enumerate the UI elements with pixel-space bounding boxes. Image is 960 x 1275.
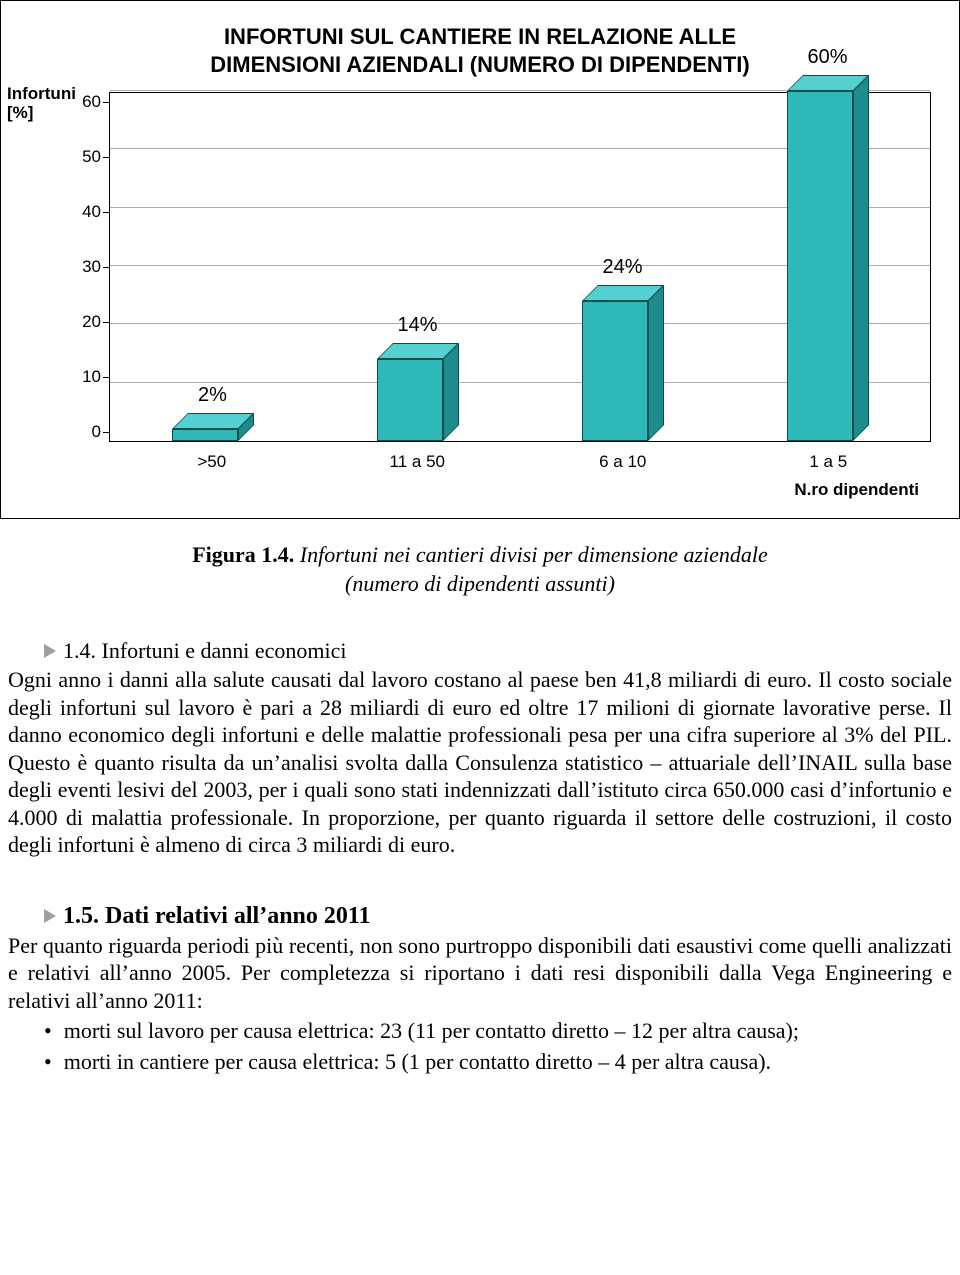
y-tick: 40: [29, 202, 101, 222]
x-tick: 1 a 5: [726, 452, 932, 472]
x-axis-spacer: [29, 452, 109, 472]
x-axis-labels: >5011 a 506 a 101 a 5: [109, 452, 931, 472]
section-1-4-paragraph: Ogni anno i danni alla salute causati da…: [8, 666, 952, 859]
x-tick: 11 a 50: [315, 452, 521, 472]
y-tick: 50: [29, 147, 101, 167]
y-tick-column: 60 50 40 30 20 10 0: [29, 92, 109, 442]
section-1-5-head: 1.5. Dati relativi all’anno 2011: [44, 903, 952, 930]
bar-slot: 2%: [110, 93, 315, 441]
plot-area: 2% 14% 24% 60%: [109, 92, 931, 442]
section-1-5-title: 1.5. Dati relativi all’anno 2011: [63, 903, 371, 930]
caption-rest: Infortuni nei cantieri divisi per dimens…: [294, 542, 768, 567]
bars-layer: 2% 14% 24% 60%: [110, 93, 930, 441]
bar-slot: 24%: [520, 93, 725, 441]
caption-lead: Figura 1.4.: [192, 542, 294, 567]
chart-container: INFORTUNI SUL CANTIERE IN RELAZIONE ALLE…: [0, 0, 960, 519]
bullet-item: morti sul lavoro per causa elettrica: 23…: [44, 1016, 952, 1047]
y-tick: 0: [29, 422, 101, 442]
x-axis-title: N.ro dipendenti: [29, 480, 931, 500]
body-text: Figura 1.4. Infortuni nei cantieri divis…: [0, 541, 960, 1118]
caption-sub: (numero di dipendenti assunti): [345, 571, 615, 596]
x-tick: 6 a 10: [520, 452, 726, 472]
x-tick: >50: [109, 452, 315, 472]
triangle-bullet-icon: [44, 909, 56, 923]
section-1-4-head: 1.4. Infortuni e danni economici: [44, 638, 952, 664]
triangle-bullet-icon: [44, 644, 56, 658]
y-tick: 10: [29, 367, 101, 387]
plot-row: 60 50 40 30 20 10 0 2% 14% 24% 60%: [29, 92, 931, 442]
y-tick: 30: [29, 257, 101, 277]
y-tick: 20: [29, 312, 101, 332]
bar-data-label: 24%: [563, 256, 683, 279]
bullet-item: morti in cantiere per causa elettrica: 5…: [44, 1047, 952, 1078]
bar-slot: 14%: [315, 93, 520, 441]
figure-caption: Figura 1.4. Infortuni nei cantieri divis…: [8, 541, 952, 598]
section-1-5-paragraph: Per quanto riguarda periodi più recenti,…: [8, 932, 952, 1015]
section-1-4-title: 1.4. Infortuni e danni economici: [63, 638, 346, 664]
bar-data-label: 14%: [358, 314, 478, 337]
section-1-5-bullets: morti sul lavoro per causa elettrica: 23…: [44, 1016, 952, 1078]
y-tick: 60: [29, 92, 101, 112]
x-axis-row: >5011 a 506 a 101 a 5: [29, 452, 931, 472]
bar-slot: 60%: [725, 93, 930, 441]
bar-data-label: 60%: [768, 46, 888, 69]
bar-data-label: 2%: [153, 384, 273, 407]
